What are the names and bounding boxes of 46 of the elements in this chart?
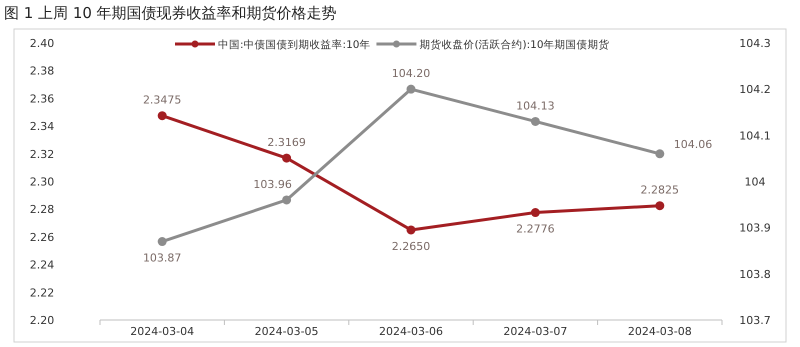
data-label: 2.2650 bbox=[392, 240, 430, 253]
y2-tick-label: 104.2 bbox=[739, 83, 771, 96]
data-label: 104.06 bbox=[674, 138, 712, 151]
x-tick-label: 2024-03-07 bbox=[503, 325, 568, 338]
data-label: 103.87 bbox=[142, 252, 182, 265]
y-tick-label: 2.30 bbox=[30, 176, 54, 188]
y-tick-label: 2.26 bbox=[30, 230, 54, 244]
y-tick-label: 2.40 bbox=[30, 37, 54, 50]
y2-tick-label: 103.9 bbox=[739, 222, 771, 235]
data-label: 2.3475 bbox=[142, 94, 182, 107]
y-tick-label: 2.22 bbox=[30, 286, 54, 300]
point bbox=[530, 208, 540, 218]
data-label: 2.2776 bbox=[516, 222, 555, 236]
y-tick-label: 2.36 bbox=[30, 92, 54, 106]
point bbox=[655, 201, 664, 210]
data-label: 104.20 bbox=[392, 67, 430, 80]
y-tick-label: 2.20 bbox=[30, 314, 54, 327]
y-tick-label: 2.28 bbox=[30, 203, 54, 216]
y2-tick-label: 104 bbox=[744, 176, 766, 188]
x-tick-label: 2024-03-04 bbox=[130, 325, 194, 338]
point bbox=[158, 237, 167, 246]
x-tick-label: 2024-03-06 bbox=[379, 325, 443, 338]
point bbox=[530, 116, 540, 126]
data-label: 2.3169 bbox=[267, 136, 306, 150]
y-tick-label: 2.34 bbox=[30, 120, 54, 134]
legend-label: 期货收盘价(活跃合约):10年期国债期货 bbox=[419, 38, 610, 51]
y2-tick-label: 104.1 bbox=[739, 129, 771, 142]
data-label: 103.96 bbox=[253, 178, 292, 191]
legend-label: 中国:中债国债到期收益率:10年 bbox=[218, 38, 370, 51]
x-tick-label: 2024-03-05 bbox=[254, 325, 319, 338]
y2-tick-label: 104.3 bbox=[739, 37, 771, 50]
y-tick-label: 2.38 bbox=[30, 64, 54, 78]
point bbox=[406, 84, 416, 94]
point bbox=[655, 149, 664, 158]
y-tick-label: 2.32 bbox=[30, 148, 54, 161]
point bbox=[406, 225, 416, 234]
x-tick-label: 2024-03-08 bbox=[628, 325, 692, 338]
y-tick-label: 2.24 bbox=[30, 258, 54, 272]
chart-title: 图 1 上周 10 年期国债现券收益率和期货价格走势 bbox=[4, 4, 337, 22]
point bbox=[282, 195, 292, 204]
point bbox=[282, 154, 292, 163]
data-label: 2.2825 bbox=[640, 184, 680, 197]
y2-tick-label: 103.8 bbox=[739, 268, 771, 281]
point bbox=[158, 111, 167, 120]
y2-tick-label: 103.7 bbox=[739, 314, 771, 327]
data-label: 104.13 bbox=[516, 99, 555, 112]
